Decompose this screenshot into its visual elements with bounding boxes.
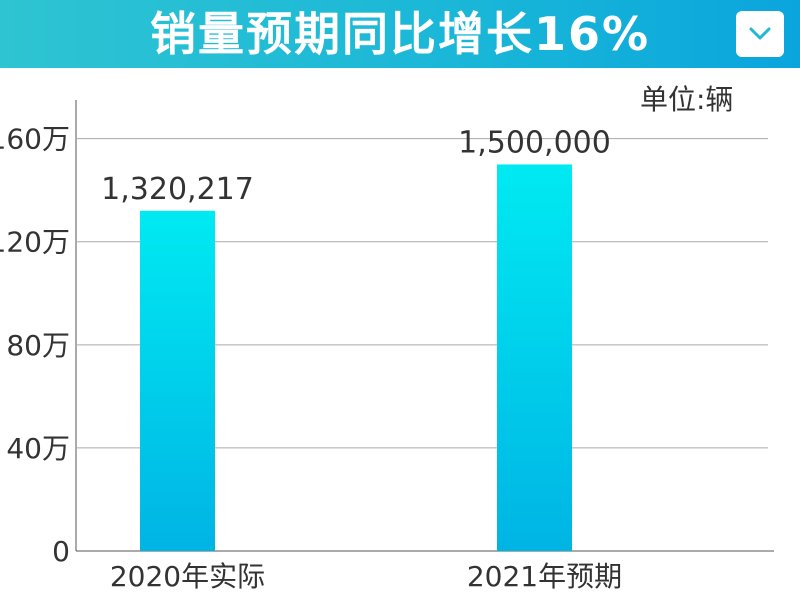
y-tick-label: 0 [52,535,70,568]
y-tick-label: 80万 [6,329,70,362]
dropdown-button[interactable] [736,11,784,57]
bar [497,164,572,551]
y-tick-label: 120万 [0,226,70,259]
page-title: 销量预期同比增长16% [149,7,651,61]
x-tick-label: 2021年预期 [467,560,622,593]
bar [140,210,215,551]
data-label: 1,320,217 [101,172,254,207]
y-tick-label: 160万 [0,123,70,156]
x-tick-label: 2020年实际 [110,560,265,593]
header-bar [0,0,800,68]
chevron-down-icon [749,27,771,40]
y-tick-label: 40万 [6,432,70,465]
unit-label: 单位:辆 [640,83,734,116]
data-label: 1,500,000 [458,125,611,160]
